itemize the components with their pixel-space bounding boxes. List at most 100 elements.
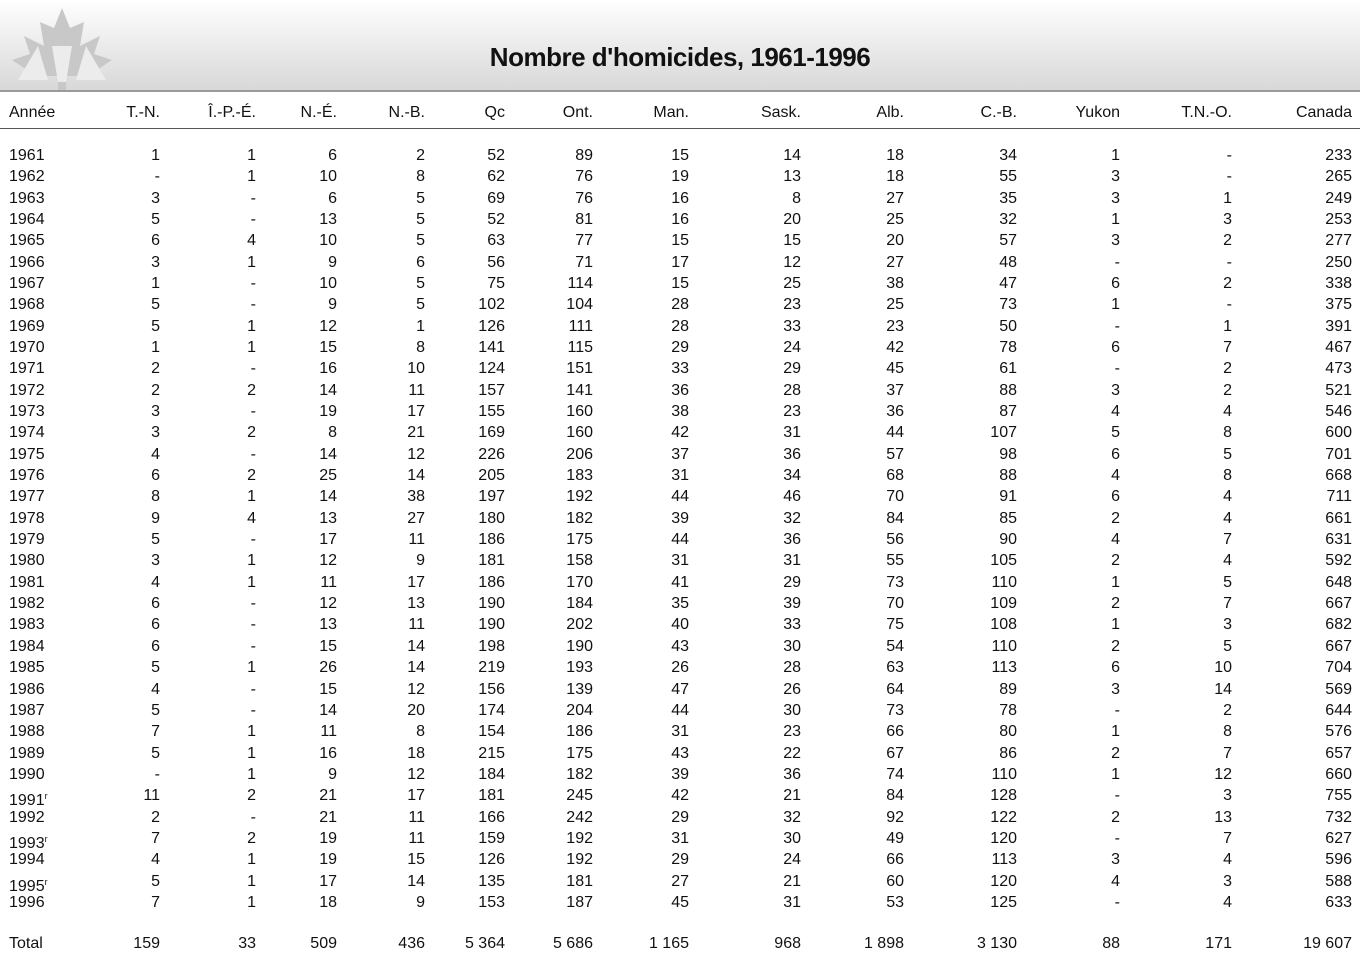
cell: 76 xyxy=(575,189,593,207)
cell: 2 xyxy=(247,467,256,485)
cell: 7 xyxy=(1223,339,1232,357)
cell: 78 xyxy=(999,701,1017,719)
cell: 661 xyxy=(1325,509,1352,527)
cell: 105 xyxy=(990,552,1017,570)
cell: 2 xyxy=(1223,381,1232,399)
cell: 43 xyxy=(671,744,689,762)
cell: 42 xyxy=(671,787,689,805)
cell: 1 xyxy=(247,168,256,186)
cell: 110 xyxy=(991,573,1017,591)
cell: 55 xyxy=(999,168,1017,186)
cell: 111 xyxy=(568,317,593,335)
cell: 7 xyxy=(1223,531,1232,549)
cell: 9 xyxy=(328,765,337,783)
cell: 204 xyxy=(566,701,593,719)
cell: 52 xyxy=(487,211,505,229)
row-year: 1995r xyxy=(9,872,48,897)
cell: 8 xyxy=(1223,467,1232,485)
cell: 5 xyxy=(1223,445,1232,463)
cell: - xyxy=(250,189,256,207)
cell: 14 xyxy=(319,381,337,399)
cell: 3 xyxy=(1111,381,1120,399)
cell: 2 xyxy=(151,381,160,399)
cell: 120 xyxy=(990,872,1017,890)
cell: 31 xyxy=(783,424,801,442)
cell: 28 xyxy=(671,296,689,314)
cell: 253 xyxy=(1325,211,1352,229)
cell: 14 xyxy=(319,445,337,463)
cell: 14 xyxy=(319,701,337,719)
cell: 23 xyxy=(783,296,801,314)
cell: 21 xyxy=(407,424,425,442)
cell: 6 xyxy=(416,253,425,271)
cell: 391 xyxy=(1325,317,1352,335)
cell: 202 xyxy=(566,616,593,634)
cell: 13 xyxy=(319,211,337,229)
cell: - xyxy=(250,360,256,378)
cell: 126 xyxy=(478,851,505,869)
cell: 183 xyxy=(566,467,593,485)
cell: 193 xyxy=(566,659,593,677)
cell: 3 xyxy=(1111,851,1120,869)
cell: 10 xyxy=(319,232,337,250)
cell: 45 xyxy=(886,360,904,378)
cell: 8 xyxy=(1223,424,1232,442)
cell: - xyxy=(1226,147,1232,164)
cell: 667 xyxy=(1325,637,1352,655)
cell: 32 xyxy=(783,509,801,527)
cell: 8 xyxy=(416,723,425,741)
row-year: 1967 xyxy=(9,275,45,293)
cell: 80 xyxy=(999,723,1017,741)
cell: 15 xyxy=(319,680,337,698)
cell: 3 xyxy=(1223,787,1232,805)
cell: 7 xyxy=(151,829,160,847)
cell: 1 xyxy=(1223,189,1232,207)
total-cell: 19 607 xyxy=(1303,935,1352,952)
cell: 32 xyxy=(783,808,801,826)
cell: 57 xyxy=(886,445,904,463)
row-year: 1966 xyxy=(9,253,45,271)
cell: 102 xyxy=(478,296,505,314)
cell: 186 xyxy=(478,573,505,591)
cell: 42 xyxy=(886,339,904,357)
row-year: 1977 xyxy=(9,488,45,506)
cell: - xyxy=(1226,253,1232,271)
cell: 36 xyxy=(783,445,801,463)
cell: 33 xyxy=(783,317,801,335)
cell: 546 xyxy=(1325,403,1352,421)
cell: - xyxy=(1114,701,1120,719)
header-band xyxy=(0,0,1360,92)
cell: 4 xyxy=(1223,488,1232,506)
cell: 245 xyxy=(566,787,593,805)
cell: 2 xyxy=(151,360,160,378)
total-cell: 968 xyxy=(774,935,801,952)
cell: 159 xyxy=(478,829,505,847)
cell: 600 xyxy=(1325,424,1352,442)
cell: 657 xyxy=(1325,744,1352,762)
cell: 4 xyxy=(1111,403,1120,421)
cell: 49 xyxy=(886,829,904,847)
cell: 15 xyxy=(671,275,689,293)
cell: 14 xyxy=(407,659,425,677)
total-cell: 5 686 xyxy=(552,935,593,952)
cell: 26 xyxy=(783,680,801,698)
cell: 2 xyxy=(1223,701,1232,719)
year: 1993 xyxy=(9,834,45,852)
column-header: Alb. xyxy=(876,104,904,121)
cell: 3 xyxy=(1223,616,1232,634)
row-year: 1968 xyxy=(9,296,45,314)
cell: 6 xyxy=(151,232,160,250)
column-header: Yukon xyxy=(1075,104,1120,121)
cell: 9 xyxy=(416,893,425,911)
cell: 47 xyxy=(671,680,689,698)
cell: 29 xyxy=(783,360,801,378)
cell: 31 xyxy=(671,829,689,847)
cell: 4 xyxy=(151,445,160,463)
cell: 30 xyxy=(783,701,801,719)
cell: 3 xyxy=(1111,232,1120,250)
cell: 265 xyxy=(1325,168,1352,186)
cell: 38 xyxy=(671,403,689,421)
cell: 4 xyxy=(1223,509,1232,527)
cell: - xyxy=(1114,317,1120,335)
cell: 704 xyxy=(1325,659,1352,677)
